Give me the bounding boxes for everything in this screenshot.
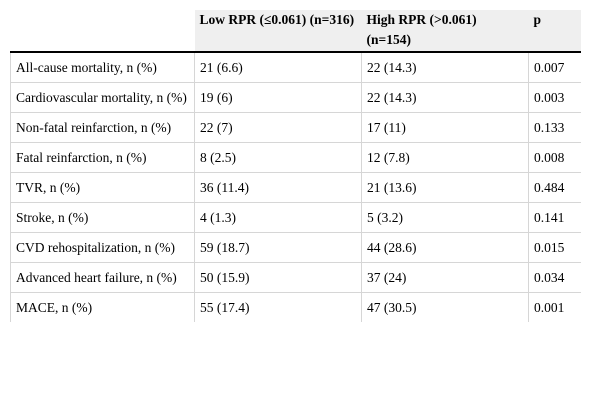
p-value: 0.001 [534, 300, 565, 315]
p-value: 0.015 [528, 232, 581, 263]
high-rpr-value: 17 (11) [361, 112, 529, 143]
header-blank-cell [10, 10, 195, 53]
low-rpr-value: 19 (6) [194, 82, 362, 113]
header-low-rpr: Low RPR (≤0.061) (n=316) [194, 10, 362, 53]
low-rpr-value: 21 (6.6) [194, 52, 362, 83]
table-header: Low RPR (≤0.061) (n=316) High RPR (>0.06… [10, 10, 581, 53]
row-label: Fatal reinfarction, n (%) [10, 142, 195, 173]
high-rpr-value: 12 (7.8) [361, 142, 529, 173]
row-label: Non-fatal reinfarction, n (%) [10, 112, 195, 143]
high-rpr-value: 22 (14.3) [361, 82, 529, 113]
high-rpr-value: 5 (3.2) [361, 202, 529, 233]
table-row: Non-fatal reinfarction, n (%) 22 (7) 17 … [10, 112, 581, 143]
low-rpr-value: 59 (18.7) [194, 232, 362, 263]
high-rpr-value: 47 (30.5) [361, 292, 529, 322]
high-rpr-value: 44 (28.6) [361, 232, 529, 263]
low-rpr-value: 22 (7) [194, 112, 362, 143]
row-label: Cardiovascular mortality, n (%) [10, 82, 195, 113]
p-value: 0.484 [528, 172, 581, 203]
row-label: Stroke, n (%) [10, 202, 195, 233]
row-label: Advanced heart failure, n (%) [10, 262, 195, 293]
table-row: All-cause mortality, n (%) 21 (6.6) 22 (… [10, 52, 581, 83]
row-label: MACE, n (%) [10, 292, 195, 322]
p-value: 0.034 [528, 262, 581, 293]
p-value: 0.007 [528, 52, 581, 83]
table-row: Cardiovascular mortality, n (%) 19 (6) 2… [10, 82, 581, 113]
table-body: All-cause mortality, n (%) 21 (6.6) 22 (… [10, 52, 581, 322]
table-row: MACE, n (%) 55 (17.4) 47 (30.5) 0.001 [10, 292, 581, 322]
row-label: CVD rehospitalization, n (%) [10, 232, 195, 263]
table-row: Fatal reinfarction, n (%) 8 (2.5) 12 (7.… [10, 142, 581, 173]
high-rpr-value: 37 (24) [361, 262, 529, 293]
low-rpr-value: 55 (17.4) [194, 292, 362, 322]
high-rpr-value: 21 (13.6) [361, 172, 529, 203]
p-value: 0.141 [528, 202, 581, 233]
header-p-value: p [528, 10, 581, 53]
high-rpr-value: 22 (14.3) [361, 52, 529, 83]
row-label: All-cause mortality, n (%) [10, 52, 195, 83]
table-row: Stroke, n (%) 4 (1.3) 5 (3.2) 0.141 [10, 202, 581, 233]
outcomes-table: Low RPR (≤0.061) (n=316) High RPR (>0.06… [10, 10, 581, 322]
row-label: TVR, n (%) [10, 172, 195, 203]
low-rpr-value: 36 (11.4) [194, 172, 362, 203]
table-row: Advanced heart failure, n (%) 50 (15.9) … [10, 262, 581, 293]
p-value: 0.003 [528, 82, 581, 113]
low-rpr-value: 8 (2.5) [194, 142, 362, 173]
p-value: 0.133 [528, 112, 581, 143]
header-row: Low RPR (≤0.061) (n=316) High RPR (>0.06… [10, 10, 581, 53]
header-high-rpr: High RPR (>0.061) (n=154) [361, 10, 529, 53]
low-rpr-value: 4 (1.3) [194, 202, 362, 233]
table-row: CVD rehospitalization, n (%) 59 (18.7) 4… [10, 232, 581, 263]
table-row: TVR, n (%) 36 (11.4) 21 (13.6) 0.484 [10, 172, 581, 203]
low-rpr-value: 50 (15.9) [194, 262, 362, 293]
p-value: 0.008 [528, 142, 581, 173]
